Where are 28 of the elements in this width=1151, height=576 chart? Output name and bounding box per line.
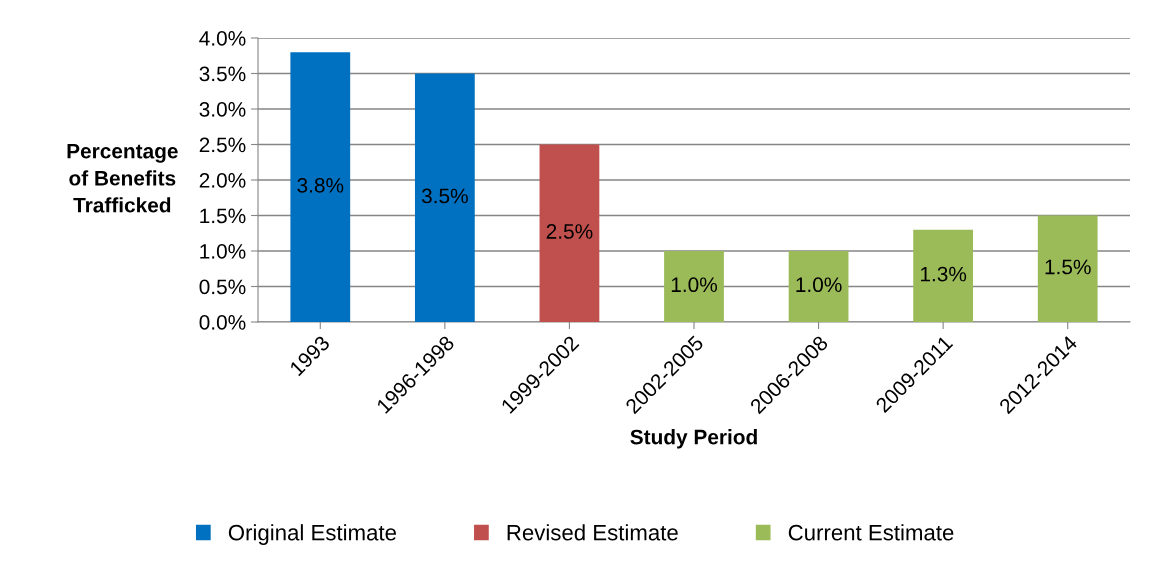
bar xyxy=(788,251,849,322)
data-label: 3.5% xyxy=(421,188,468,204)
data-label: 1.3% xyxy=(920,266,967,282)
y-tick-label: 0.5% xyxy=(199,279,246,295)
bar xyxy=(539,144,600,322)
bar xyxy=(1037,215,1098,322)
y-tick-label: 0.0% xyxy=(199,315,246,330)
y-tick-label: 1.5% xyxy=(200,208,246,224)
bar xyxy=(913,229,974,322)
legend-label: Original Estimate xyxy=(228,524,396,545)
data-label: 1.0% xyxy=(671,277,717,293)
legend-label: Current Estimate xyxy=(788,524,954,541)
y-tick-label: 2.5% xyxy=(199,137,246,153)
bar xyxy=(290,52,351,322)
data-label: 1.5% xyxy=(1045,259,1091,275)
x-axis-title: Study Period xyxy=(630,429,757,449)
data-label: 3.8% xyxy=(297,177,344,193)
y-tick-label: 4.0% xyxy=(199,31,246,46)
data-label: 2.5% xyxy=(546,224,593,239)
y-tick-label: 3.0% xyxy=(199,102,246,117)
y-axis-title: Percentage of Benefits Trafficked xyxy=(67,143,178,213)
y-tick-label: 3.5% xyxy=(199,66,246,82)
data-label: 1.0% xyxy=(796,277,842,293)
bar xyxy=(664,251,724,322)
legend-label: Revised Estimate xyxy=(507,524,678,541)
bar xyxy=(414,73,475,322)
y-tick-label: 2.0% xyxy=(199,173,246,188)
y-tick-label: 1.0% xyxy=(200,244,246,259)
